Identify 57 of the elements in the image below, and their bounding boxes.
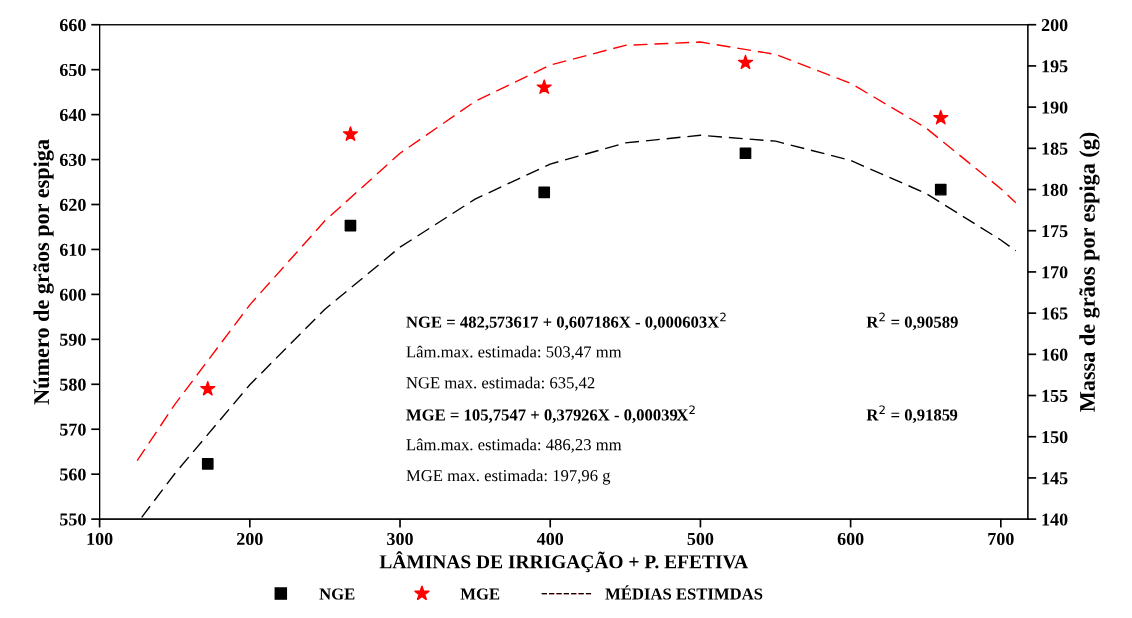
x-tick-label: 300 <box>387 532 413 546</box>
line-series <box>136 41 1017 462</box>
y2-tick-label: 185 <box>1042 142 1068 155</box>
point <box>536 79 552 94</box>
y2-tick-label: 165 <box>1042 307 1068 320</box>
y2-tick-label: 145 <box>1042 472 1068 485</box>
point <box>739 147 752 160</box>
y2-tick-label: 180 <box>1042 183 1068 196</box>
y-tick-label: 550 <box>60 513 86 526</box>
annotation: MGE = 105,7547 + 0,37926X - 0,00039X$^{2}$ <box>406 405 695 424</box>
y-tick-label: 600 <box>59 288 86 301</box>
x-tick-label: 400 <box>536 532 564 546</box>
y-tick-label: 650 <box>59 63 86 77</box>
legend-label: NGE <box>319 588 355 600</box>
x-tick-label: 700 <box>988 532 1014 546</box>
legend-label: MÉDIAS ESTIMDAS <box>605 585 763 600</box>
point <box>200 380 216 396</box>
y2-tick-label: 160 <box>1042 348 1068 361</box>
point <box>737 54 754 70</box>
annotation: Lâm.max. estimada: 503,47 mm <box>406 345 622 360</box>
point <box>934 183 947 196</box>
y2-tick-label: 150 <box>1042 430 1068 444</box>
y2-axis-title: Massa de grãos por espiga (g) <box>1079 132 1100 412</box>
annotation: MGE max. estimada: 197,96 g <box>406 469 611 485</box>
point <box>933 109 949 125</box>
point <box>342 126 359 141</box>
y-tick-label: 630 <box>59 153 86 166</box>
annotation: Lâm.max. estimada: 486,23 mm <box>406 438 622 453</box>
y-tick-label: 610 <box>59 243 86 256</box>
x-tick-label: 100 <box>87 532 113 546</box>
annotation: R$^{2}$ = 0,91859 <box>866 405 958 424</box>
legend-label: MGE <box>460 588 500 600</box>
x-tick-label: 600 <box>837 532 864 546</box>
y-tick-label: 590 <box>60 333 86 346</box>
x-tick-label: 200 <box>237 532 263 546</box>
annotation: NGE = 482,573617 + 0,607186X - 0,000603X$^{2}$ <box>406 312 726 331</box>
y2-tick-label: 200 <box>1041 18 1068 32</box>
point <box>201 457 214 470</box>
y2-tick-label: 140 <box>1042 513 1068 526</box>
y-tick-label: 560 <box>60 468 86 481</box>
y-tick-label: 620 <box>59 198 86 211</box>
y2-tick-label: 190 <box>1042 101 1068 114</box>
y-tick-label: 570 <box>60 423 86 436</box>
x-tick-label: 500 <box>687 532 714 546</box>
y2-tick-label: 155 <box>1042 389 1068 402</box>
y-tick-label: 580 <box>60 378 86 391</box>
point <box>344 219 357 232</box>
y-tick-label: 660 <box>59 18 86 32</box>
y2-tick-label: 175 <box>1042 225 1068 238</box>
y2-tick-label: 170 <box>1042 266 1068 279</box>
x-axis-title: LÂMINAS DE IRRIGAÇÃO + P. EFETIVA <box>379 551 748 573</box>
annotation: NGE max. estimada: 635,42 <box>406 376 595 391</box>
y-axis-title: Número de grãos por espiga <box>33 139 54 405</box>
y-tick-label: 640 <box>59 108 86 122</box>
annotation: R$^{2}$ = 0,90589 <box>866 312 958 331</box>
y2-tick-label: 195 <box>1042 60 1068 73</box>
point <box>538 186 551 199</box>
